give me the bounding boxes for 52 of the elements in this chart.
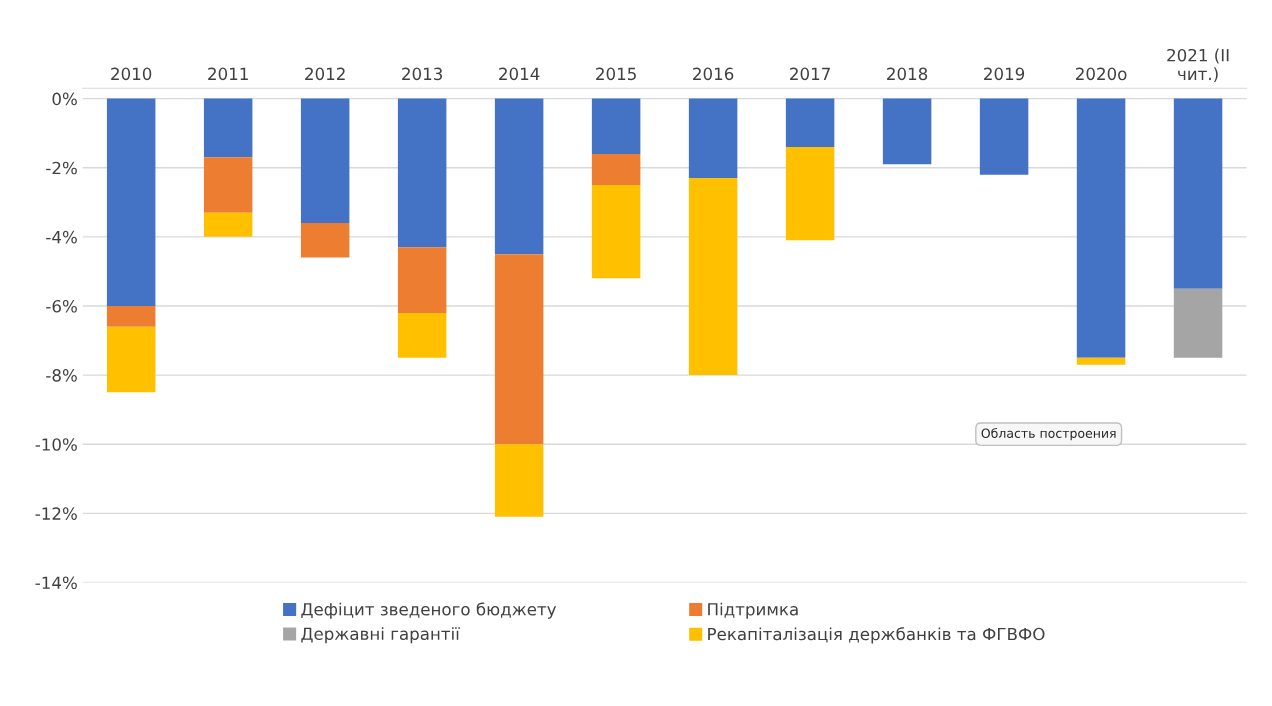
bar	[106, 326, 156, 393]
y-tick-label: -14%	[35, 576, 77, 590]
legend-label: Рекапіталізація держбанків та ФГВФО	[708, 627, 1045, 644]
bar	[300, 98, 350, 224]
bar	[494, 444, 544, 517]
legend-label: Підтримка	[708, 602, 798, 619]
bar	[591, 153, 641, 186]
bar	[882, 98, 932, 165]
y-tick-label: -6%	[46, 299, 77, 313]
x-tick-label: 2012	[305, 67, 345, 81]
bar	[591, 98, 641, 154]
bar	[397, 312, 447, 358]
bar	[203, 212, 253, 237]
bar	[494, 254, 544, 445]
y-tick-label: 0%	[52, 92, 77, 106]
x-tick-label: 2017	[790, 67, 830, 81]
bar	[785, 98, 835, 147]
bar	[1076, 357, 1126, 365]
x-tick-label: 2010	[111, 67, 152, 81]
x-tick-label: 2020о	[1075, 67, 1127, 81]
bar	[1076, 98, 1126, 358]
bar	[979, 98, 1029, 175]
bar	[300, 223, 350, 258]
bar	[494, 98, 544, 255]
x-tick-label: 2016	[693, 67, 734, 81]
x-tick-label: 2014	[499, 67, 540, 81]
bar	[785, 147, 835, 241]
y-tick-label: -2%	[46, 161, 77, 175]
bar	[1173, 288, 1223, 358]
legend-label: Дефіцит зведеного бюджету	[301, 602, 557, 619]
y-tick-label: -8%	[46, 369, 77, 382]
y-tick-label: -10%	[35, 438, 77, 451]
bar	[1173, 98, 1223, 289]
bar	[106, 305, 156, 327]
bar	[203, 98, 253, 158]
bar	[397, 98, 447, 248]
bar	[397, 247, 447, 313]
x-tick-label: 2018	[887, 67, 928, 81]
y-tick-label: -12%	[35, 507, 77, 520]
legend-label: Державні гарантії	[301, 627, 460, 644]
x-tick-label: 2021 (ІІ чит.)	[1167, 48, 1229, 83]
y-tick-label: -4%	[46, 230, 77, 244]
bar	[106, 98, 156, 306]
x-tick-label: 2011	[208, 67, 248, 81]
annotation: Область построения	[981, 428, 1116, 441]
bar	[591, 185, 641, 279]
x-tick-label: 2019	[984, 67, 1025, 81]
x-tick-label: 2015	[596, 67, 636, 81]
bar	[203, 157, 253, 213]
bar	[688, 178, 738, 376]
x-tick-label: 2013	[402, 67, 443, 81]
bar	[688, 98, 738, 179]
